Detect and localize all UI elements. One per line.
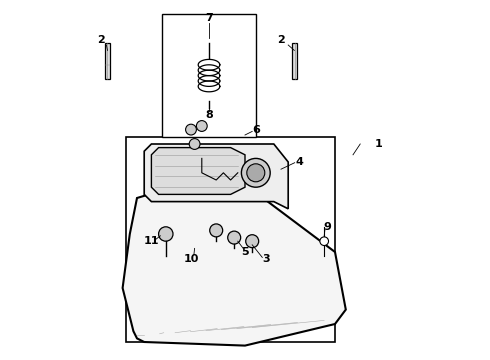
Circle shape bbox=[247, 164, 265, 182]
Text: 10: 10 bbox=[183, 254, 198, 264]
Circle shape bbox=[189, 139, 200, 149]
Polygon shape bbox=[122, 187, 346, 346]
Text: 1: 1 bbox=[374, 139, 382, 149]
Text: 2: 2 bbox=[277, 35, 285, 45]
Bar bbox=[162, 14, 256, 137]
Text: 11: 11 bbox=[144, 236, 159, 246]
Circle shape bbox=[320, 237, 328, 246]
Circle shape bbox=[245, 235, 259, 248]
Circle shape bbox=[196, 121, 207, 131]
Circle shape bbox=[186, 124, 196, 135]
Circle shape bbox=[228, 231, 241, 244]
Text: 2: 2 bbox=[97, 35, 105, 45]
Text: 6: 6 bbox=[252, 125, 260, 135]
Text: 5: 5 bbox=[241, 247, 249, 257]
Circle shape bbox=[242, 158, 270, 187]
Circle shape bbox=[210, 224, 222, 237]
Text: 7: 7 bbox=[205, 13, 213, 23]
Bar bbox=[292, 43, 297, 79]
Text: 8: 8 bbox=[205, 110, 213, 120]
Text: 9: 9 bbox=[324, 222, 332, 232]
Text: 4: 4 bbox=[295, 157, 303, 167]
Circle shape bbox=[159, 227, 173, 241]
Bar bbox=[126, 137, 335, 342]
Bar bbox=[104, 43, 110, 79]
Text: 3: 3 bbox=[263, 254, 270, 264]
Polygon shape bbox=[144, 144, 288, 209]
Polygon shape bbox=[151, 148, 245, 194]
